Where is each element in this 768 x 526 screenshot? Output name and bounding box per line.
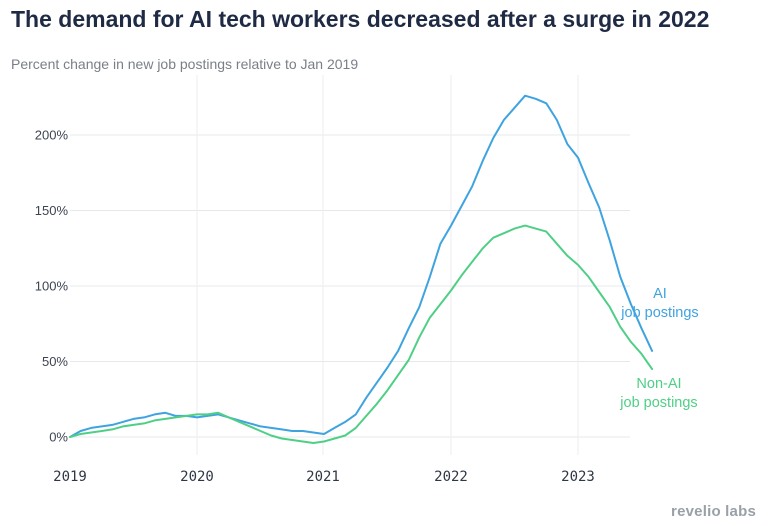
- x-axis: 2019 2020 2021 2022 2023: [53, 469, 595, 485]
- brand-logo-text: revelio labs: [671, 503, 756, 520]
- x-tick-label: 2023: [561, 469, 595, 485]
- x-tick-label: 2019: [53, 469, 87, 485]
- series-labels: AI job postings Non-AI job postings: [619, 286, 698, 411]
- ai-series-label: AI job postings: [620, 286, 698, 321]
- ai-job-postings-line: [69, 94, 654, 438]
- y-tick-label: 100%: [35, 279, 69, 294]
- non-ai-series-label: Non-AI job postings: [619, 376, 697, 411]
- y-axis: 0% 50% 100% 150% 200%: [35, 128, 69, 445]
- y-tick-label: 150%: [35, 203, 69, 218]
- x-tick-label: 2021: [306, 469, 340, 485]
- grid: [70, 75, 630, 455]
- series-lines: [69, 94, 654, 444]
- y-tick-label: 0%: [49, 430, 68, 445]
- y-tick-label: 200%: [35, 128, 69, 143]
- x-tick-label: 2022: [434, 469, 468, 485]
- y-tick-label: 50%: [42, 354, 68, 369]
- chart-subtitle: Percent change in new job postings relat…: [11, 56, 359, 72]
- x-tick-label: 2020: [180, 469, 214, 485]
- non-ai-job-postings-line: [69, 224, 654, 444]
- chart-title: The demand for AI tech workers decreased…: [11, 6, 710, 32]
